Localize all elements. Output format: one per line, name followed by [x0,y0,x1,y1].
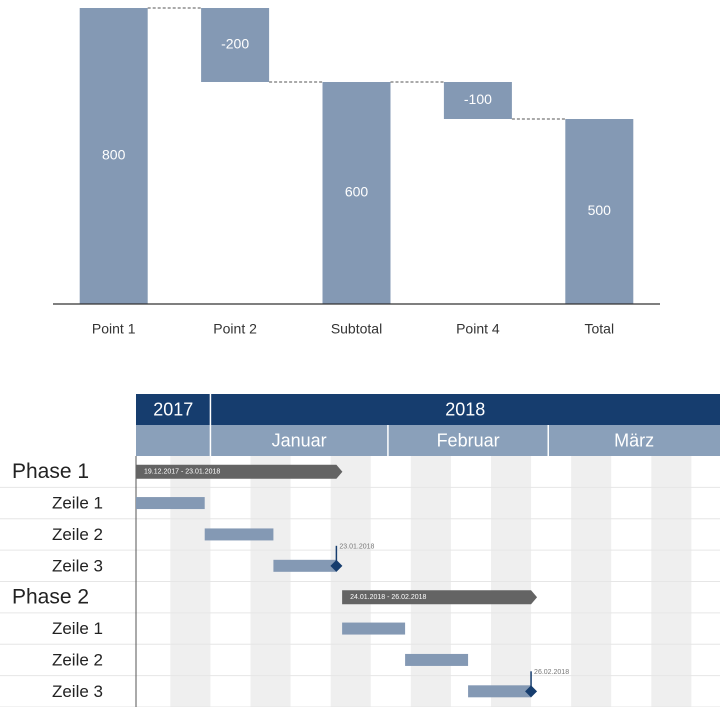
year-label: 2018 [445,399,485,419]
row-label: Zeile 2 [52,525,103,544]
value-label: 600 [345,184,369,200]
task-bar [273,559,337,572]
value-label: -200 [221,36,249,52]
phase-bar-label: 24.01.2018 - 26.02.2018 [350,594,426,601]
bar [322,82,391,304]
bar [79,8,148,304]
category-label: Total [585,321,615,337]
value-label: -100 [464,91,492,107]
month-label: Februar [437,430,500,450]
category-label: Point 4 [456,321,500,337]
phase-bar [342,590,538,605]
year-cell [210,394,720,425]
phase-label: Phase 1 [12,460,89,483]
month-label: März [614,430,654,450]
year-cell [136,394,211,425]
category-label: Point 2 [213,321,257,337]
category-label: Subtotal [331,321,382,337]
value-label: 800 [102,147,126,163]
task-bar [204,528,274,541]
milestone-label: 23.01.2018 [339,544,374,551]
phase-bar-label: 19.12.2017 - 23.01.2018 [144,469,220,476]
row-label: Zeile 1 [52,619,103,638]
month-label: Januar [272,430,327,450]
row-label: Zeile 3 [52,682,103,701]
phase-bar [136,464,343,479]
phase-label: Phase 2 [12,586,89,609]
month-band [136,425,720,456]
task-bar [342,622,406,635]
row-label: Zeile 3 [52,556,103,575]
row-label: Zeile 2 [52,650,103,669]
milestone-label: 26.02.2018 [534,669,569,676]
task-bar [136,497,205,510]
milestone [525,685,538,698]
category-label: Point 1 [92,321,136,337]
milestone [330,559,343,572]
value-label: 500 [588,202,612,218]
year-label: 2017 [153,399,193,419]
task-bar [405,653,469,666]
row-label: Zeile 1 [52,494,103,513]
task-bar [468,685,532,698]
bar [443,82,512,119]
bar [201,8,270,82]
bar [565,119,634,304]
